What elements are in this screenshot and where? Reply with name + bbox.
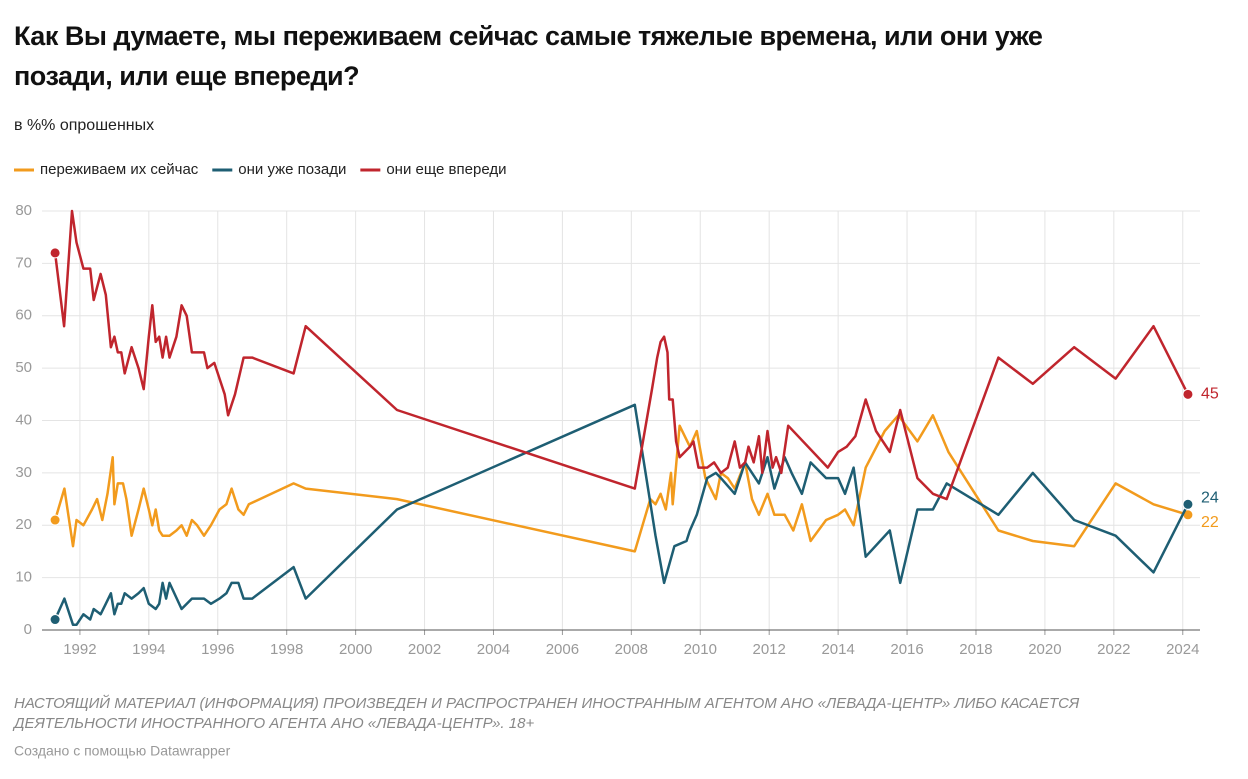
x-tick-label: 2000 — [339, 641, 372, 658]
chart-subtitle: в %% опрошенных — [14, 117, 154, 134]
y-tick-label: 80 — [15, 202, 32, 219]
x-tick-label: 2010 — [684, 641, 717, 658]
series-line — [53, 414, 1189, 553]
x-tick-label: 2024 — [1166, 641, 1199, 658]
x-tick-label: 2020 — [1028, 641, 1061, 658]
footnote: НАСТОЯЩИЙ МАТЕРИАЛ (ИНФОРМАЦИЯ) ПРОИЗВЕД… — [14, 694, 1080, 712]
x-tick-label: 2006 — [546, 641, 579, 658]
series-line — [53, 209, 1190, 501]
endpoint-dot — [49, 614, 61, 626]
x-tick-label: 2018 — [959, 641, 992, 658]
x-tick-label: 1998 — [270, 641, 303, 658]
endpoint-dot — [49, 514, 61, 526]
x-tick-label: 1994 — [132, 641, 165, 658]
chart-title-line: Как Вы думаете, мы переживаем сейчас сам… — [14, 21, 1043, 51]
end-value-label: 45 — [1201, 386, 1219, 403]
endpoint-dot — [49, 247, 61, 259]
y-tick-label: 20 — [15, 516, 32, 533]
legend-label: они еще впереди — [386, 161, 506, 178]
endpoint-dot — [1182, 388, 1194, 400]
x-tick-label: 2002 — [408, 641, 441, 658]
x-tick-label: 2016 — [890, 641, 923, 658]
y-tick-label: 40 — [15, 411, 32, 428]
series-line — [53, 403, 1190, 627]
endpoint-dot — [1182, 498, 1194, 510]
plot-area: 0 10 20 30 40 50 60 70 80 1992 1994 1996 1998 2000 200… — [15, 202, 1219, 658]
y-tick-label: 30 — [15, 464, 32, 481]
chart-title-line: позади, или еще впереди? — [14, 61, 359, 91]
credit: Создано с помощью Datawrapper — [14, 743, 231, 759]
y-tick-label: 60 — [15, 307, 32, 324]
y-tick-label: 0 — [24, 621, 32, 638]
x-tick-label: 2008 — [615, 641, 648, 658]
x-tick-label: 2022 — [1097, 641, 1130, 658]
legend-label: переживаем их сейчас — [40, 161, 199, 178]
legend: переживаем их сейчас они уже позади они ещ… — [14, 161, 506, 178]
footnote: ДЕЯТЕЛЬНОСТИ ИНОСТРАННОГО АГЕНТА АНО «ЛЕ… — [12, 715, 534, 732]
end-value-label: 22 — [1201, 514, 1219, 531]
x-tick-label: 1996 — [201, 641, 234, 658]
end-value-label: 24 — [1201, 490, 1219, 507]
x-tick-label: 2012 — [753, 641, 786, 658]
x-tick-label: 2004 — [477, 641, 510, 658]
legend-label: они уже позади — [238, 161, 346, 178]
x-tick-label: 1992 — [63, 641, 96, 658]
y-tick-label: 70 — [15, 254, 32, 271]
y-tick-label: 50 — [15, 359, 32, 376]
x-tick-label: 2014 — [821, 641, 854, 658]
y-tick-label: 10 — [15, 569, 32, 586]
